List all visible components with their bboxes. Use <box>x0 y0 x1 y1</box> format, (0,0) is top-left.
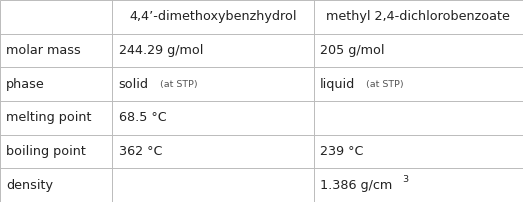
Text: melting point: melting point <box>6 111 92 124</box>
Text: density: density <box>6 179 53 192</box>
Text: solid: solid <box>119 78 149 91</box>
Text: 362 °C: 362 °C <box>119 145 162 158</box>
Text: 205 g/mol: 205 g/mol <box>320 44 384 57</box>
Text: 68.5 °C: 68.5 °C <box>119 111 166 124</box>
Text: boiling point: boiling point <box>6 145 86 158</box>
Text: 4,4’-dimethoxybenzhydrol: 4,4’-dimethoxybenzhydrol <box>129 10 297 23</box>
Text: liquid: liquid <box>320 78 355 91</box>
Text: molar mass: molar mass <box>6 44 81 57</box>
Text: phase: phase <box>6 78 45 91</box>
Text: methyl 2,4-dichlorobenzoate: methyl 2,4-dichlorobenzoate <box>326 10 510 23</box>
Text: (at STP): (at STP) <box>366 80 404 89</box>
Text: 239 °C: 239 °C <box>320 145 363 158</box>
Text: 244.29 g/mol: 244.29 g/mol <box>119 44 203 57</box>
Text: 3: 3 <box>403 175 409 184</box>
Text: (at STP): (at STP) <box>160 80 197 89</box>
Text: 1.386 g/cm: 1.386 g/cm <box>320 179 392 192</box>
